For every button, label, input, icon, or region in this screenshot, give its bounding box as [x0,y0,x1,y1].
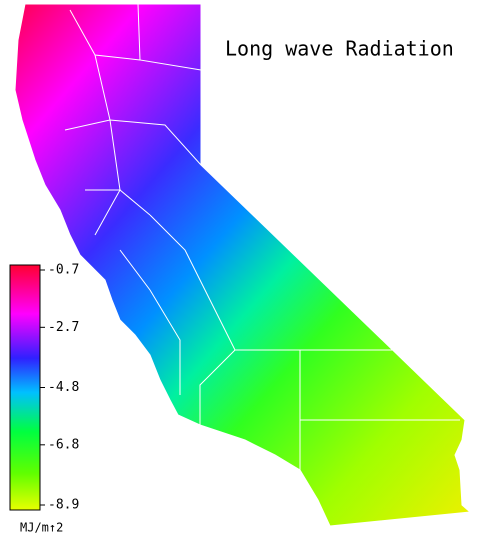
colorbar-unit: MJ/m↑2 [20,521,63,535]
map-title: Long wave Radiation [225,37,454,61]
colorbar-tick-label: -2.7 [48,320,79,335]
colorbar-tick-label: -0.7 [48,263,79,278]
colorbar [9,264,41,511]
colorbar-tick-label: -6.8 [48,437,79,452]
california-shape [14,3,472,527]
county-lines [64,3,465,470]
colorbar-tick-label: -4.8 [48,380,79,395]
colorbar-ticks: -0.7 -2.7 -4.8 -6.8 -8.9 [40,263,79,513]
colorbar-tick-label: -8.9 [48,498,79,513]
